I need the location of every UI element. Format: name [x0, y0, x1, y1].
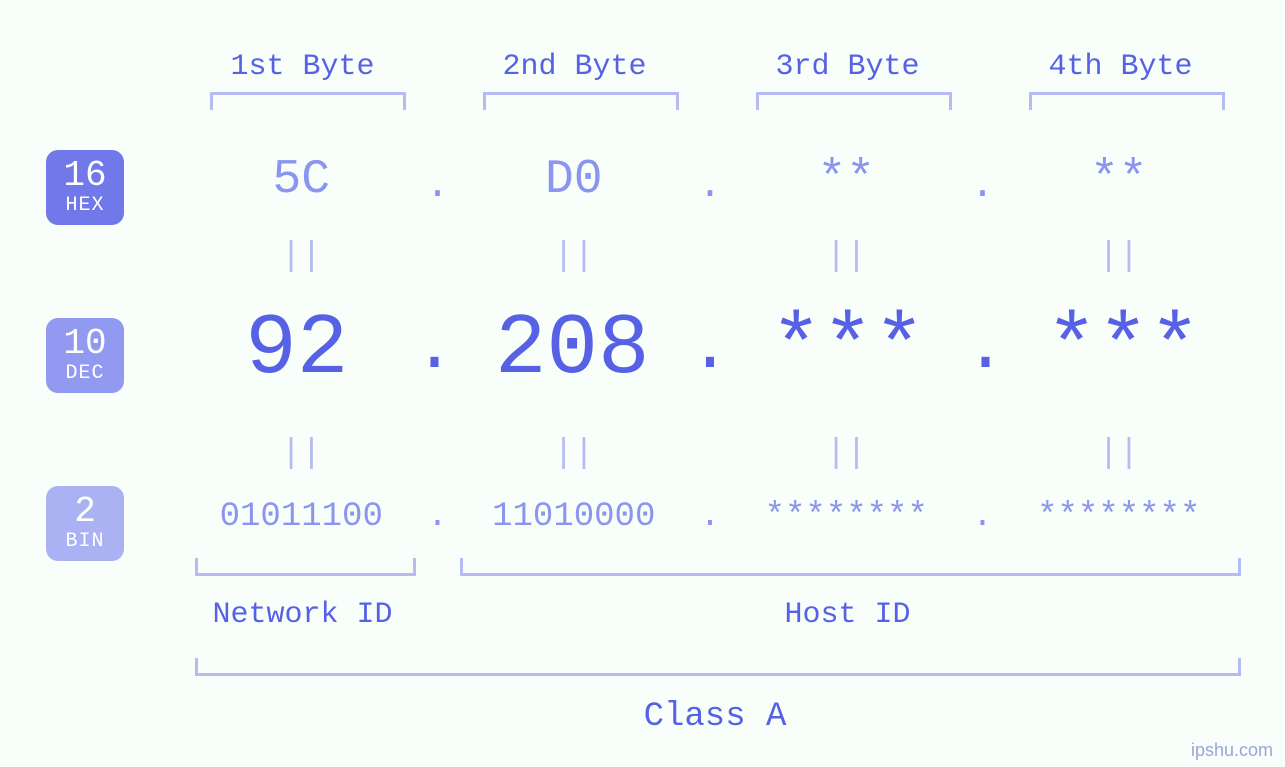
- bracket-network: [195, 558, 416, 576]
- byte-label-2: 2nd Byte: [462, 50, 687, 84]
- top-bracket-1: [210, 92, 406, 110]
- dec-row: 92 . 208 . *** . ***: [180, 300, 1240, 398]
- watermark: ipshu.com: [1191, 740, 1273, 761]
- dec-byte-2: 208: [456, 300, 689, 398]
- dot: .: [964, 310, 1006, 389]
- equals-row-2: || || || ||: [180, 435, 1240, 473]
- equals-icon: ||: [725, 238, 968, 276]
- badge-bin: 2 BIN: [46, 486, 124, 561]
- top-bracket-2: [483, 92, 679, 110]
- badge-dec-num: 10: [46, 318, 124, 362]
- network-id-label: Network ID: [195, 598, 410, 632]
- badge-bin-num: 2: [46, 486, 124, 530]
- bin-byte-3: ********: [725, 498, 968, 536]
- dot: .: [423, 150, 453, 209]
- dec-byte-4: ***: [1007, 300, 1240, 398]
- equals-icon: ||: [180, 435, 423, 473]
- equals-icon: ||: [998, 435, 1241, 473]
- hex-byte-1: 5C: [180, 153, 423, 207]
- badge-hex-label: HEX: [46, 196, 124, 216]
- host-id-label: Host ID: [460, 598, 1235, 632]
- badge-hex-num: 16: [46, 150, 124, 194]
- top-bracket-3: [756, 92, 952, 110]
- dec-byte-1: 92: [180, 300, 413, 398]
- equals-icon: ||: [180, 238, 423, 276]
- hex-row: 5C . D0 . ** . **: [180, 150, 1240, 209]
- bin-byte-2: 11010000: [453, 498, 696, 536]
- top-bracket-4: [1029, 92, 1225, 110]
- equals-icon: ||: [725, 435, 968, 473]
- dec-byte-3: ***: [731, 300, 964, 398]
- dot: .: [695, 150, 725, 209]
- bin-byte-1: 01011100: [180, 498, 423, 536]
- badge-dec: 10 DEC: [46, 318, 124, 393]
- equals-icon: ||: [453, 435, 696, 473]
- class-label: Class A: [195, 698, 1235, 736]
- badge-hex: 16 HEX: [46, 150, 124, 225]
- dot: .: [968, 498, 998, 536]
- bin-byte-4: ********: [998, 498, 1241, 536]
- dot: .: [423, 498, 453, 536]
- byte-label-1: 1st Byte: [190, 50, 415, 84]
- badge-bin-label: BIN: [46, 532, 124, 552]
- ip-diagram: 1st Byte 2nd Byte 3rd Byte 4th Byte 16 H…: [0, 0, 1285, 767]
- bracket-class: [195, 658, 1241, 676]
- bin-row: 01011100 . 11010000 . ******** . *******…: [180, 498, 1240, 536]
- dot: .: [413, 310, 455, 389]
- hex-byte-2: D0: [453, 153, 696, 207]
- dot: .: [689, 310, 731, 389]
- dot: .: [695, 498, 725, 536]
- equals-row-1: || || || ||: [180, 238, 1240, 276]
- byte-label-4: 4th Byte: [1008, 50, 1233, 84]
- equals-icon: ||: [998, 238, 1241, 276]
- badge-dec-label: DEC: [46, 364, 124, 384]
- bracket-host: [460, 558, 1241, 576]
- equals-icon: ||: [453, 238, 696, 276]
- dot: .: [968, 150, 998, 209]
- hex-byte-3: **: [725, 153, 968, 207]
- byte-label-3: 3rd Byte: [735, 50, 960, 84]
- hex-byte-4: **: [998, 153, 1241, 207]
